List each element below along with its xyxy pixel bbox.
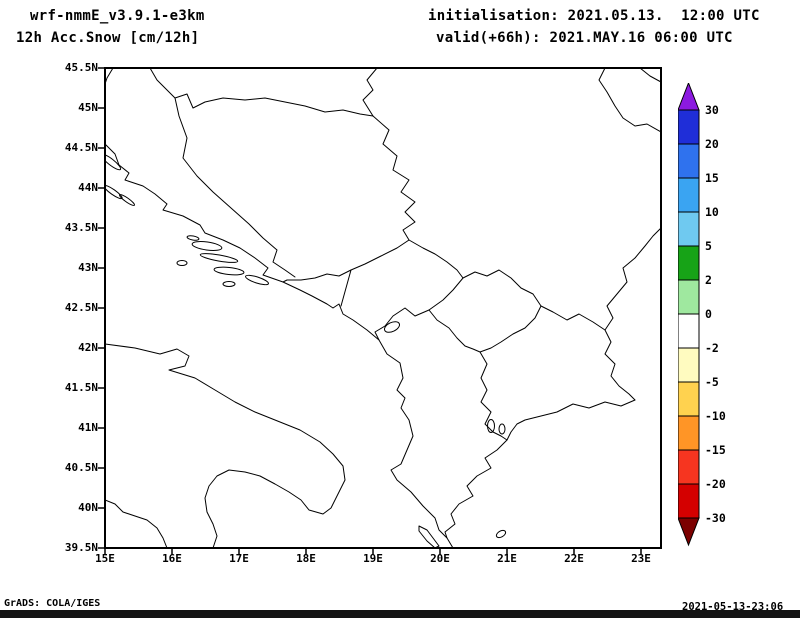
colorbar: 30 20 15 10 5 2 0 -2 -5 -10 -15 -20 -30: [678, 83, 726, 547]
border-macedonia-bulgaria: [604, 329, 636, 401]
island-solta: [186, 235, 200, 241]
colorbar-label: 0: [705, 307, 712, 321]
lake-ohrid: [487, 419, 495, 433]
border-serbia-romania: [598, 68, 661, 133]
border-montenegro-coast: [340, 269, 352, 307]
colorbar-segment: [678, 381, 700, 417]
y-tick-label: 45.5N: [64, 61, 98, 74]
border-serbia-montenegro: [408, 239, 464, 279]
island-pag: [105, 153, 122, 171]
colorbar-label: -30: [705, 511, 726, 525]
colorbar-label: -10: [705, 409, 726, 423]
border-albania-greece: [444, 439, 508, 539]
colorbar-label: 30: [705, 103, 719, 117]
y-tick-label: 44.5N: [64, 141, 98, 154]
border-top-right-corner: [639, 68, 661, 83]
border-drina-bosnia-serbia: [372, 115, 416, 241]
colorbar-label: 2: [705, 273, 712, 287]
x-tick-label: 20E: [430, 552, 450, 565]
colorbar-segment: [678, 177, 700, 213]
x-tick-label: 15E: [95, 552, 115, 565]
island-korcula: [213, 266, 245, 276]
y-axis-ticks: [98, 67, 105, 549]
border-macedonia-greece: [506, 399, 636, 441]
y-tick-label: 40N: [78, 501, 98, 514]
y-tick-label: 43N: [78, 261, 98, 274]
colorbar-label: 15: [705, 171, 719, 185]
border-montenegro-albania: [374, 307, 430, 341]
map-canvas: [98, 67, 662, 555]
colorbar-segment: [678, 109, 700, 145]
lake-ioannina: [495, 529, 507, 539]
colorbar-segment: [678, 211, 700, 247]
lake-skadar: [384, 321, 400, 333]
x-tick-label: 16E: [162, 552, 182, 565]
x-tick-label: 22E: [564, 552, 584, 565]
y-tick-label: 42N: [78, 341, 98, 354]
colorbar-label: 10: [705, 205, 719, 219]
border-bosnia-west: [174, 97, 296, 278]
island-hvar: [199, 253, 239, 263]
y-tick-label: 41N: [78, 421, 98, 434]
y-tick-label: 45N: [78, 101, 98, 114]
island-mljet: [245, 274, 269, 286]
colorbar-segment: [678, 313, 700, 349]
colorbar-segment: [678, 143, 700, 179]
x-tick-label: 18E: [296, 552, 316, 565]
y-tick-label: 39.5N: [64, 541, 98, 554]
x-axis-ticks: [104, 548, 642, 555]
model-title: wrf-nmmE_v3.9.1-e3km: [30, 8, 205, 24]
window-bottom-edge: [0, 610, 800, 618]
island-kornati: [119, 194, 135, 206]
y-tick-label: 40.5N: [64, 461, 98, 474]
border-sava-north: [149, 68, 374, 117]
x-tick-label: 23E: [631, 552, 651, 565]
island-lastovo: [222, 281, 236, 287]
lake-prespa: [498, 423, 506, 435]
border-montenegro-kosovo: [428, 277, 464, 311]
colorbar-segment: [678, 279, 700, 315]
y-tick-label: 43.5N: [64, 221, 98, 234]
border-kosovo-albania: [428, 309, 481, 353]
colorbar-label: 20: [705, 137, 719, 151]
colorbar-label: 5: [705, 239, 712, 253]
border-kosovo-serbia: [462, 269, 542, 353]
x-tick-label: 21E: [497, 552, 517, 565]
plot-frame: [104, 67, 662, 549]
border-bosnia-south: [282, 239, 410, 283]
grads-credit: GrADS: COLA/IGES: [4, 598, 101, 609]
coastline-italy-adriatic: [105, 343, 346, 548]
island-brac: [191, 241, 223, 251]
colorbar-segment: [678, 483, 700, 519]
colorbar-segment: [678, 415, 700, 451]
colorbar-segment: [678, 347, 700, 383]
colorbar-segment: [678, 449, 700, 485]
colorbar-label: -15: [705, 443, 726, 457]
colorbar-bottom-triangle: [678, 517, 700, 547]
border-croatia-serbia: [362, 68, 378, 117]
border-slovenia-croatia: [105, 68, 114, 85]
y-tick-label: 44N: [78, 181, 98, 194]
x-tick-label: 17E: [229, 552, 249, 565]
y-tick-label: 41.5N: [64, 381, 98, 394]
border-serbia-bulgaria: [604, 227, 661, 331]
init-time-label: initialisation: 2021.05.13. 12:00 UTC: [428, 8, 760, 24]
colorbar-label: -20: [705, 477, 726, 491]
border-albania-macedonia: [479, 351, 508, 441]
x-tick-label: 19E: [363, 552, 383, 565]
colorbar-segment: [678, 245, 700, 281]
valid-time-label: valid(+66h): 2021.MAY.16 06:00 UTC: [436, 30, 733, 46]
border-serbia-macedonia: [540, 305, 606, 331]
y-tick-label: 42.5N: [64, 301, 98, 314]
field-title: 12h Acc.Snow [cm/12h]: [16, 30, 200, 46]
colorbar-label: -5: [705, 375, 719, 389]
coastline-adriatic-balkan: [105, 143, 454, 548]
island-vis: [176, 260, 188, 266]
island-corfu: [418, 525, 440, 548]
colorbar-top-triangle: [678, 83, 700, 111]
coastline-italy-tyrrhenian: [105, 499, 168, 548]
colorbar-label: -2: [705, 341, 719, 355]
